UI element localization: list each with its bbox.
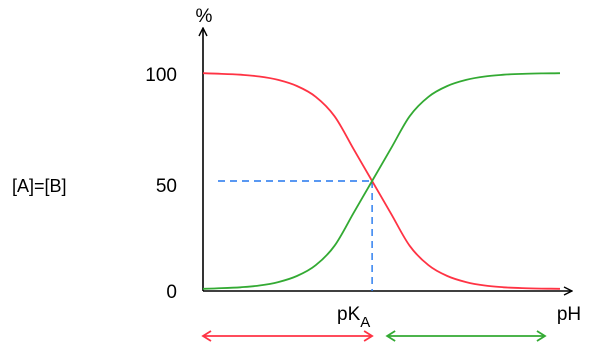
range-arrow-head-right <box>536 330 547 342</box>
y-tick-label-0: 0 <box>166 282 177 303</box>
base-curve <box>202 72 561 290</box>
acid-range-arrow <box>201 330 374 342</box>
pka-label-main: pK <box>337 304 361 325</box>
range-arrow-head-left <box>201 330 212 342</box>
y-axis-label: % <box>196 6 213 27</box>
acid-curve <box>202 72 561 290</box>
y-tick-label-100: 100 <box>145 65 177 86</box>
pka-label-sub: A <box>360 314 370 331</box>
range-arrow-head-left <box>385 330 396 342</box>
y-tick-label-50: 50 <box>156 176 177 197</box>
base-range-arrow <box>385 330 547 342</box>
x-axis-label: pH <box>557 304 581 325</box>
midpoint-label: [A]=[B] <box>12 176 67 196</box>
pka-label: pKA <box>337 304 370 331</box>
range-arrow-head-right <box>363 330 374 342</box>
